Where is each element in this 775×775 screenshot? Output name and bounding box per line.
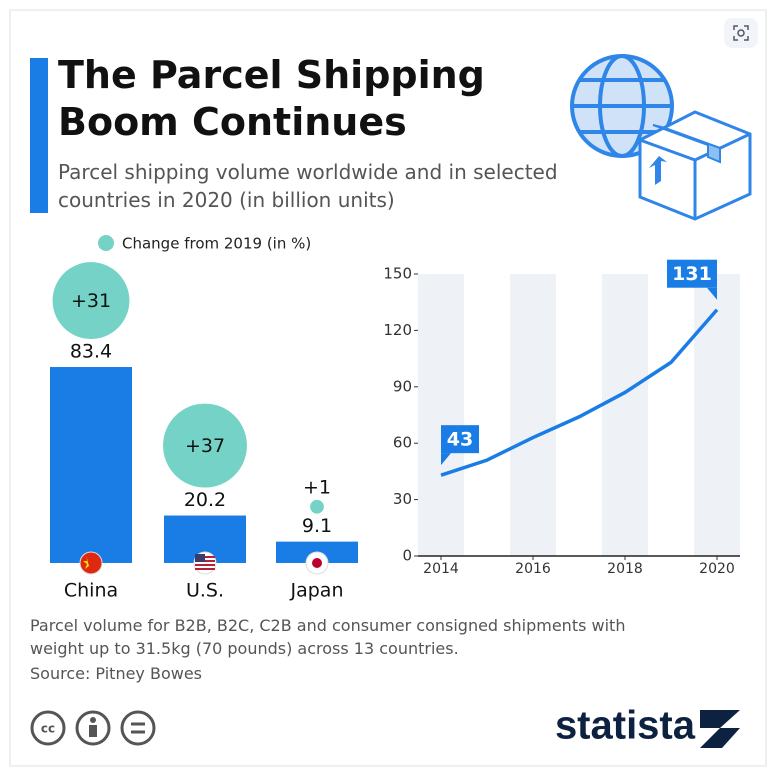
svg-text:cc: cc — [41, 722, 55, 736]
value-label: 83.4 — [70, 341, 112, 363]
bubble — [52, 262, 130, 340]
column-band — [602, 274, 648, 556]
flag-dot — [312, 558, 322, 568]
zoom-icon[interactable] — [724, 18, 758, 48]
title: The Parcel Shipping Boom Continues — [58, 53, 485, 144]
cc-icons: cc — [30, 710, 156, 746]
callout-tail — [441, 453, 451, 466]
x-tick-label: 2018 — [607, 561, 643, 577]
value-label: 9.1 — [302, 515, 332, 537]
column-band — [510, 274, 556, 556]
bubble — [163, 403, 247, 488]
source: Source: Pitney Bowes — [30, 664, 203, 683]
callout-box — [667, 259, 717, 288]
bar — [50, 367, 132, 563]
callout-label: 43 — [447, 429, 473, 451]
callout-box — [441, 425, 479, 454]
bubble — [310, 499, 324, 514]
bubble-label: +31 — [71, 290, 111, 312]
line — [440, 308, 719, 477]
category-label: Japan — [290, 580, 344, 602]
note: Parcel volume for B2B, B2C, C2B and cons… — [30, 616, 626, 658]
bubble-label: +37 — [185, 435, 225, 457]
flag-canton — [195, 554, 205, 562]
x-tick-label: 2020 — [699, 561, 735, 577]
legend-label: Change from 2019 (in %) — [122, 235, 311, 253]
column-band — [694, 274, 740, 556]
flag-star — [83, 556, 89, 569]
callout-label: 131 — [672, 263, 712, 285]
value-label: 20.2 — [184, 489, 226, 511]
x-tick-label: 2016 — [515, 561, 551, 577]
y-tick-label: 30 — [393, 490, 412, 508]
legend-marker — [98, 235, 114, 251]
callout-tail — [707, 287, 717, 300]
legend: Change from 2019 (in %) — [98, 235, 311, 253]
brand-icon — [700, 710, 740, 748]
x-tick-label: 2014 — [423, 561, 459, 577]
y-tick-label: 90 — [393, 377, 412, 395]
brand: statista — [555, 704, 696, 748]
category-label: China — [64, 580, 118, 602]
illustration — [570, 54, 752, 221]
y-tick-label: 120 — [383, 321, 412, 339]
category-label: U.S. — [186, 580, 224, 602]
flag — [79, 551, 103, 575]
column-band — [418, 274, 464, 556]
y-tick-label: 60 — [393, 434, 412, 452]
y-tick-label: 0 — [402, 547, 412, 565]
subtitle: Parcel shipping volume worldwide and in … — [58, 160, 558, 212]
accent-bar — [30, 58, 48, 213]
bubble-label: +1 — [303, 476, 331, 498]
y-tick-label: 150 — [383, 265, 412, 283]
